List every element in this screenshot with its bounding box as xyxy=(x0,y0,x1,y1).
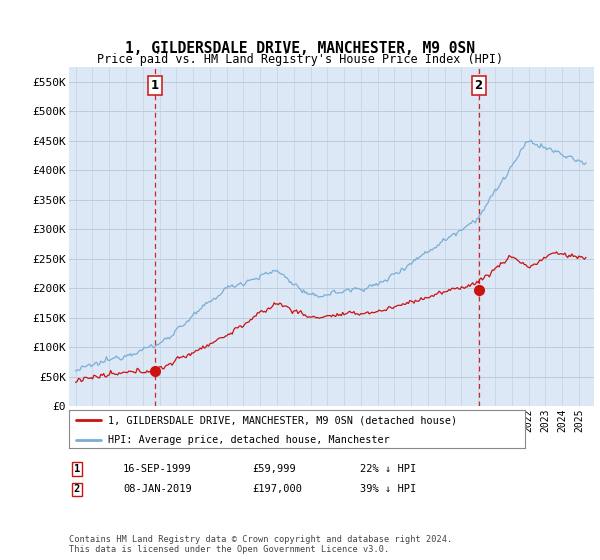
Text: 2: 2 xyxy=(475,79,482,92)
Text: Contains HM Land Registry data © Crown copyright and database right 2024.
This d: Contains HM Land Registry data © Crown c… xyxy=(69,535,452,554)
Text: 1: 1 xyxy=(74,464,80,474)
Text: HPI: Average price, detached house, Manchester: HPI: Average price, detached house, Manc… xyxy=(108,435,389,445)
Text: 1, GILDERSDALE DRIVE, MANCHESTER, M9 0SN (detached house): 1, GILDERSDALE DRIVE, MANCHESTER, M9 0SN… xyxy=(108,415,457,425)
Text: 1: 1 xyxy=(151,79,159,92)
Text: 08-JAN-2019: 08-JAN-2019 xyxy=(123,484,192,494)
Text: 39% ↓ HPI: 39% ↓ HPI xyxy=(360,484,416,494)
Text: 1, GILDERSDALE DRIVE, MANCHESTER, M9 0SN: 1, GILDERSDALE DRIVE, MANCHESTER, M9 0SN xyxy=(125,41,475,56)
Text: £59,999: £59,999 xyxy=(252,464,296,474)
Text: 22% ↓ HPI: 22% ↓ HPI xyxy=(360,464,416,474)
Text: Price paid vs. HM Land Registry's House Price Index (HPI): Price paid vs. HM Land Registry's House … xyxy=(97,53,503,66)
Text: £197,000: £197,000 xyxy=(252,484,302,494)
Text: 2: 2 xyxy=(74,484,80,494)
Text: 16-SEP-1999: 16-SEP-1999 xyxy=(123,464,192,474)
